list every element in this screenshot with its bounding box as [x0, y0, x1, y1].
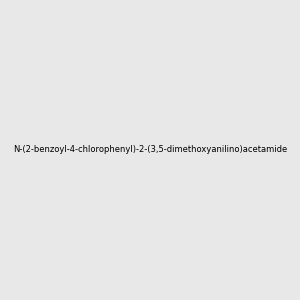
Text: N-(2-benzoyl-4-chlorophenyl)-2-(3,5-dimethoxyanilino)acetamide: N-(2-benzoyl-4-chlorophenyl)-2-(3,5-dime…: [13, 146, 287, 154]
